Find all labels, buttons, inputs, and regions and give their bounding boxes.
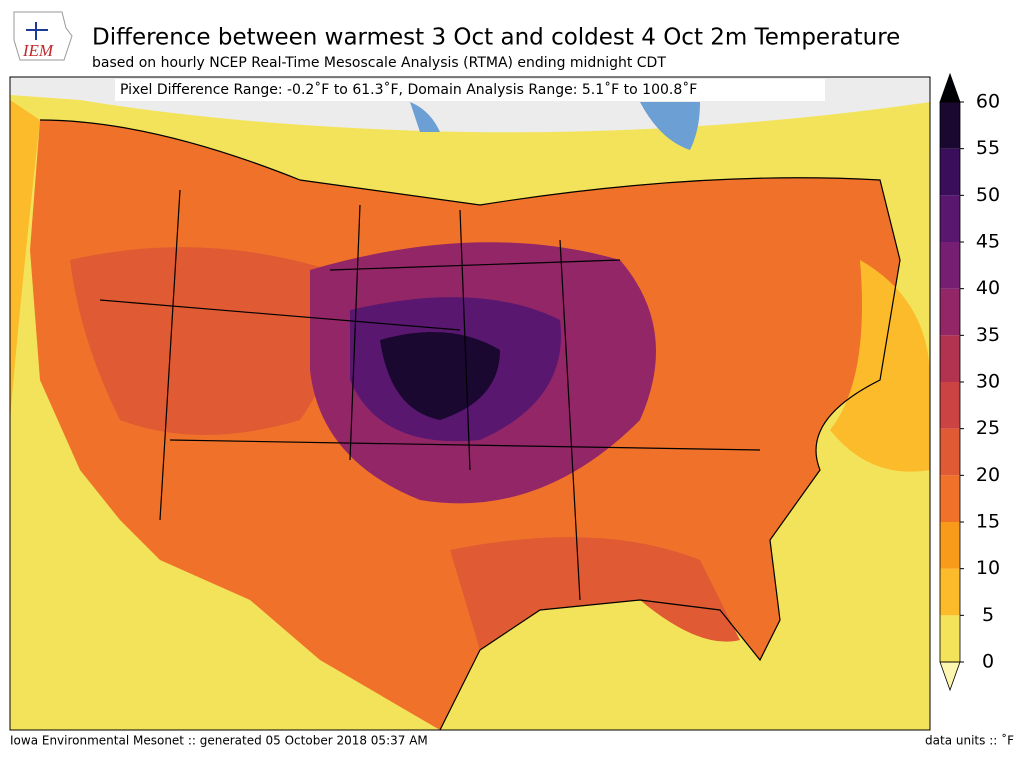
colorbar-segment (940, 475, 960, 522)
footer-left: Iowa Environmental Mesonet :: generated … (10, 734, 428, 748)
colorbar-segment (940, 382, 960, 429)
colorbar-segment (940, 615, 960, 662)
map: Pixel Difference Range: -0.2˚F to 61.3˚F… (9, 76, 931, 731)
colorbar-tick-label: 30 (976, 371, 1000, 393)
lake (640, 102, 700, 150)
peak-region (380, 332, 500, 420)
colorbar-segment (940, 335, 960, 382)
annotation-box (115, 79, 825, 101)
colorbar-tick-label: 5 (982, 604, 994, 626)
state-borders (99, 189, 761, 601)
colorbar-tick-label: 0 (982, 651, 994, 673)
colorbar-over (939, 72, 961, 103)
colorbar-segment (940, 102, 960, 149)
colorbar-tick-label: 10 (976, 557, 1000, 579)
colorbar-segment (940, 195, 960, 242)
colorbar-tick-label: 45 (976, 231, 1000, 253)
lake (410, 102, 440, 132)
colorbar-segment (940, 428, 960, 476)
colorbar-tick-label: 15 (976, 511, 1000, 533)
coastline (39, 119, 901, 731)
colorbar-tick-label: 50 (976, 184, 1000, 206)
colorbar-tick-label: 35 (976, 324, 1000, 346)
colorbar-tick-label: 25 (976, 417, 1000, 439)
colorbar: 0 5 10 15 20 25 30 35 40 45 50 55 60 (939, 72, 1000, 692)
colorbar-under (939, 661, 961, 692)
atlantic-coast (830, 260, 930, 472)
colorbar-segment (940, 568, 960, 616)
subtitle: based on hourly NCEP Real-Time Mesoscale… (92, 55, 666, 71)
colorbar-tick-label: 60 (976, 91, 1000, 113)
annotation: Pixel Difference Range: -0.2˚F to 61.3˚F… (120, 81, 697, 98)
colorbar-tick-label: 40 (976, 277, 1000, 299)
colorbar-segment (940, 242, 960, 289)
colorbar-segment (940, 522, 960, 569)
west-region (70, 247, 336, 435)
south-region (450, 537, 740, 650)
logo-text: IEM (22, 41, 54, 60)
map-frame (9, 76, 931, 731)
footer-right: data units :: ˚F (925, 733, 1014, 748)
pacific-coast (10, 100, 40, 420)
colorbar-segment (940, 288, 960, 336)
colorbar-segment (940, 148, 960, 196)
logo: IEM (13, 11, 73, 61)
title: Difference between warmest 3 Oct and col… (92, 25, 900, 51)
colorbar-tick-label: 55 (976, 137, 1000, 159)
colorbar-tick-label: 20 (976, 464, 1000, 486)
